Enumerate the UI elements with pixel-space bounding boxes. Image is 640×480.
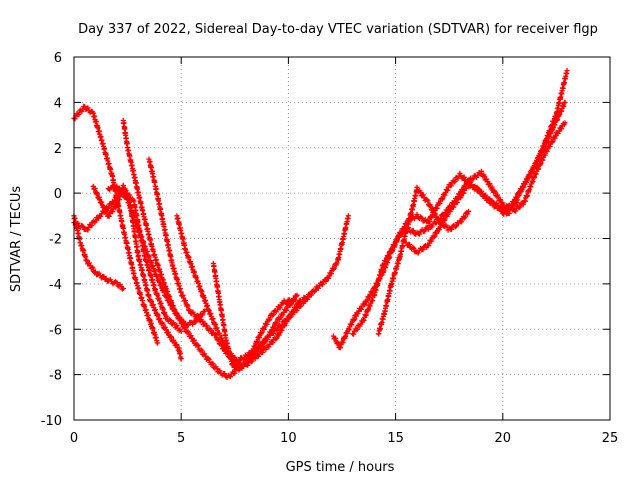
y-tick-label: 0 <box>54 187 62 202</box>
series-arc-13 <box>403 120 568 256</box>
y-tick-label: -2 <box>49 233 62 248</box>
data-points-path <box>510 68 570 206</box>
y-tick-label: -6 <box>49 323 62 338</box>
data-points-path <box>210 260 298 372</box>
y-axis-label: SDTVAR / TECUs <box>9 186 24 293</box>
data-marks <box>71 68 570 380</box>
data-points-path <box>375 184 472 337</box>
data-points-path <box>500 99 568 217</box>
series-arc-14 <box>510 68 570 206</box>
data-points-path <box>403 120 568 256</box>
series-arc-8 <box>174 213 351 365</box>
data-points-path <box>174 213 351 365</box>
x-axis-label: GPS time / hours <box>286 460 395 475</box>
x-tick-label: 0 <box>70 431 78 446</box>
x-tick-label: 15 <box>387 431 404 446</box>
x-tick-label: 25 <box>602 431 619 446</box>
y-tick-label: -10 <box>41 414 62 429</box>
series-arc-15 <box>500 99 568 217</box>
series-arc-12 <box>375 184 472 337</box>
y-tick-label: 4 <box>54 96 62 111</box>
axis-ticks: 0 5 10 15 20 25 -10 -8 -6 -4 -2 0 2 4 6 <box>41 51 619 446</box>
y-tick-label: -8 <box>49 369 62 384</box>
x-tick-label: 20 <box>495 431 512 446</box>
y-tick-label: -4 <box>49 278 62 293</box>
chart-title: Day 337 of 2022, Sidereal Day-to-day VTE… <box>78 22 598 37</box>
x-tick-label: 5 <box>177 431 185 446</box>
x-tick-label: 10 <box>280 431 297 446</box>
series-arc-9 <box>210 260 298 372</box>
y-tick-label: 6 <box>54 51 62 66</box>
y-tick-label: 2 <box>54 142 62 157</box>
